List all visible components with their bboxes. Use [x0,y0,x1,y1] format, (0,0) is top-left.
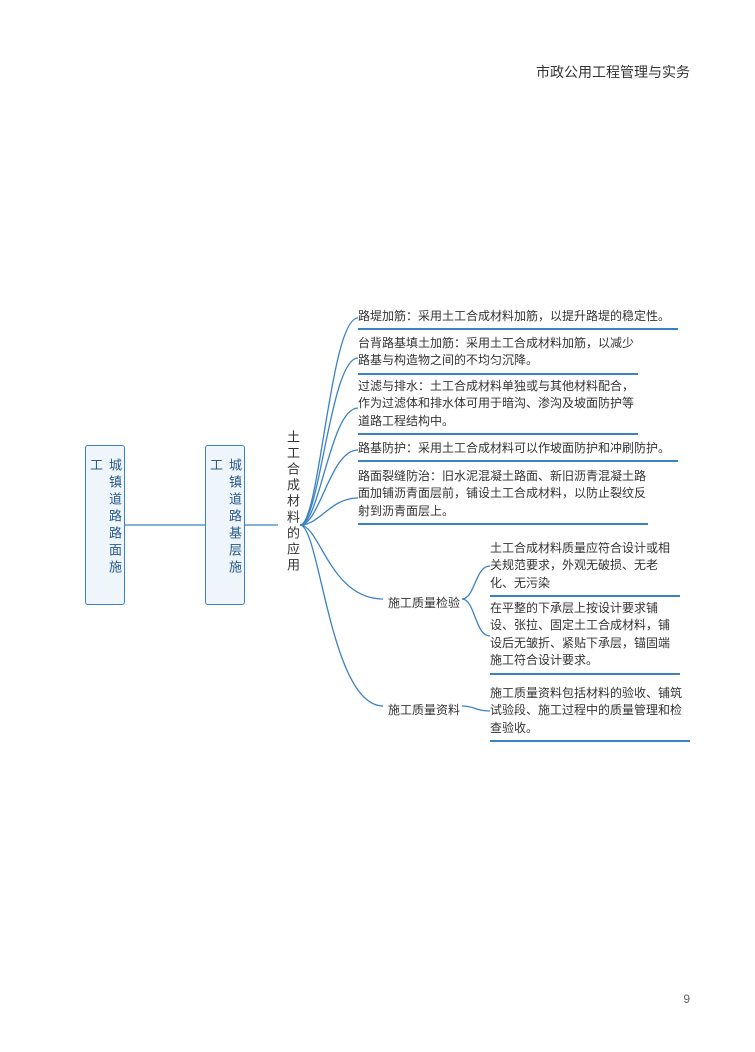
level3-label: 土工合成材料的应用 [285,430,300,574]
leaf-node: 路面裂缝防治：旧水泥混凝土路面、新旧沥青混凝土路面加铺沥青面层前，铺设土工合成材… [358,468,648,525]
leaf-node: 在平整的下承层上按设计要求铺设、张拉、固定土工合成材料，铺设后无皱折、紧贴下承层… [490,600,680,675]
level2-label: 城镇道路基层施工 [206,458,244,592]
leaf-text: 路面裂缝防治：旧水泥混凝土路面、新旧沥青混凝土路面加铺沥青面层前，铺设土工合成材… [358,469,646,518]
leaf-text: 路基防护：采用土工合成材料可以作坡面防护和冲刷防护。 [358,441,670,455]
leaf-text: 过滤与排水：土工合成材料单独或与其他材料配合，作为过滤体和排水体可用于暗沟、渗沟… [358,379,634,428]
leaf-node: 过滤与排水：土工合成材料单独或与其他材料配合，作为过滤体和排水体可用于暗沟、渗沟… [358,378,638,435]
leaf-text: 土工合成材料质量应符合设计或相关规范要求，外观无破损、无老化、无污染 [490,541,670,590]
leaf-text: 台背路基填土加筋：采用土工合成材料加筋，以减少路基与构造物之间的不均匀沉降。 [358,336,634,367]
branch-label: 施工质量资料 [388,703,460,717]
root-label: 城镇道路路面施工 [86,458,124,592]
leaf-node: 路堤加筋：采用土工合成材料加筋，以提升路堤的稳定性。 [358,308,678,330]
root-node: 城镇道路路面施工 [85,445,125,605]
leaf-node: 路基防护：采用土工合成材料可以作坡面防护和冲刷防护。 [358,440,678,462]
tree-diagram: 城镇道路路面施工 城镇道路基层施工 土工合成材料的应用 路堤加筋：采用土工合成材… [0,0,755,1052]
leaf-text: 在平整的下承层上按设计要求铺设、张拉、固定土工合成材料，铺设后无皱折、紧贴下承层… [490,601,670,667]
leaf-text: 路堤加筋：采用土工合成材料加筋，以提升路堤的稳定性。 [358,309,670,323]
level2-node: 城镇道路基层施工 [205,445,245,605]
leaf-text: 施工质量资料包括材料的验收、铺筑试验段、施工过程中的质量管理和检查验收。 [490,686,682,735]
branch-label: 施工质量检验 [388,596,460,610]
leaf-node: 土工合成材料质量应符合设计或相关规范要求，外观无破损、无老化、无污染 [490,540,680,597]
branch-quality-data: 施工质量资料 [388,701,460,718]
level3-node: 土工合成材料的应用 [283,430,302,574]
leaf-node: 台背路基填土加筋：采用土工合成材料加筋，以减少路基与构造物之间的不均匀沉降。 [358,335,638,375]
leaf-node: 施工质量资料包括材料的验收、铺筑试验段、施工过程中的质量管理和检查验收。 [490,685,690,742]
branch-quality-inspect: 施工质量检验 [388,594,460,611]
